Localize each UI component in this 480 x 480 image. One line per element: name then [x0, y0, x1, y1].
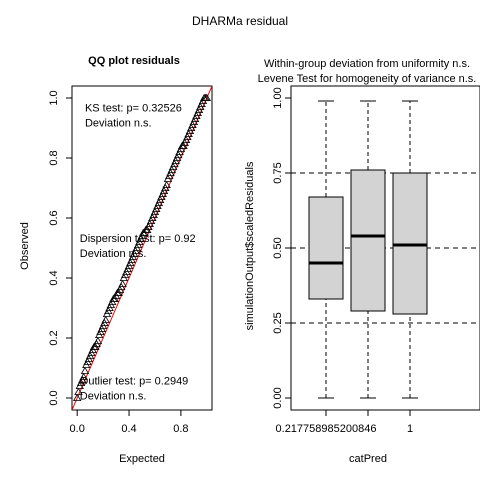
- qq-annotation-line-1: Dispersion test: p= 0.92: [80, 233, 196, 245]
- qq-point: [72, 393, 82, 402]
- qq-y-tick-label: 0.0: [48, 390, 60, 405]
- qq-annotation-line-1: KS test: p= 0.32526: [85, 103, 182, 115]
- boxplot-title-line-1: Within-group deviation from uniformity n…: [264, 58, 470, 70]
- boxplot-box: [350, 169, 386, 312]
- qq-x-tick-label: 0.8: [173, 423, 188, 435]
- qq-plot-title: QQ plot residuals: [88, 55, 180, 67]
- boxplot-y-axis-label: simulationOutput$scaledResiduals: [244, 161, 256, 330]
- boxplot-x-tick-label: 0.217758985200846: [276, 423, 377, 435]
- qq-annotation-line-2: Deviation n.s.: [80, 248, 147, 260]
- qq-annotation-line-2: Deviation n.s.: [85, 118, 152, 130]
- boxplot-panel: Within-group deviation from uniformity n…: [244, 58, 480, 465]
- figure-title: DHARMa residual: [192, 14, 288, 28]
- boxplot-x-axis-label: catPred: [349, 453, 387, 465]
- boxplot-title-line-2: Levene Test for homogeneity of variance …: [258, 73, 477, 85]
- boxplot-y-tick-label: 0.50: [272, 237, 284, 258]
- qq-point: [118, 279, 127, 288]
- boxplot-x-tick-label: 1: [407, 423, 413, 435]
- qq-point: [202, 93, 212, 102]
- qq-y-tick-label: 0.6: [48, 210, 60, 225]
- qq-y-tick-label: 0.8: [48, 150, 60, 165]
- qq-y-tick-label: 0.4: [48, 270, 60, 285]
- qq-y-axis-label: Observed: [19, 222, 31, 270]
- qq-x-tick-label: 0.4: [121, 423, 136, 435]
- qq-annotation-line-1: Outlier test: p= 0.2949: [80, 376, 189, 388]
- qq-y-tick-label: 1.0: [48, 90, 60, 105]
- qq-plot-panel: QQ plot residuals KS test: p= 0.32526 Dev…: [19, 55, 213, 465]
- boxplot-y-tick-label: 0.00: [272, 387, 284, 408]
- boxplot-y-tick-label: 0.25: [272, 312, 284, 333]
- qq-point: [74, 387, 83, 396]
- qq-x-axis-label: Expected: [119, 453, 165, 465]
- qq-point: [79, 372, 88, 381]
- qq-point: [162, 180, 171, 189]
- qq-point: [80, 366, 90, 375]
- qq-point: [101, 315, 110, 324]
- boxplot-box: [308, 196, 344, 300]
- qq-point: [93, 336, 103, 345]
- qq-x-tick-label: 0.0: [70, 423, 85, 435]
- qq-y-tick-label: 0.2: [48, 330, 60, 345]
- boxplot-y-tick-label: 1.00: [272, 87, 284, 108]
- qq-annotation-line-2: Deviation n.s.: [80, 391, 147, 403]
- boxplot-y-tick-label: 0.75: [272, 162, 284, 183]
